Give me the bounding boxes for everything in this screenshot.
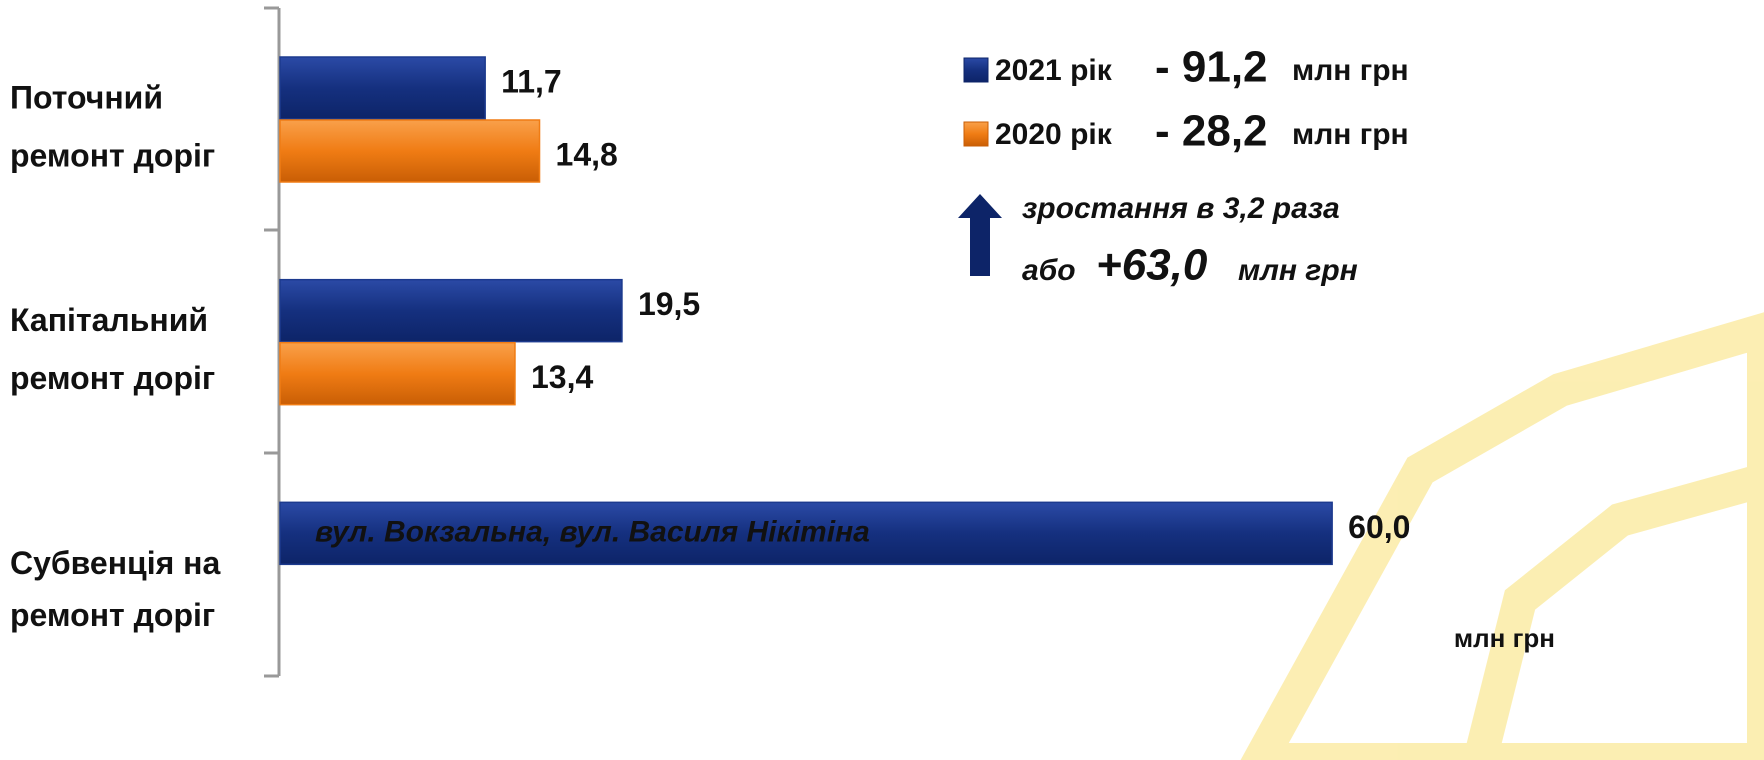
bar-annotation: вул. Вокзальна, вул. Василя Нікітіна <box>315 515 870 548</box>
bar <box>279 119 541 183</box>
category-label: ремонт доріг <box>10 137 215 173</box>
legend-unit: млн грн <box>1292 54 1409 87</box>
value-label: 19,5 <box>638 286 700 322</box>
legend-total: - 28,2 <box>1155 107 1268 156</box>
legend-label: 2020 рік <box>995 118 1113 151</box>
bar <box>279 278 623 343</box>
growth-arrow <box>958 194 1002 276</box>
watermark <box>1240 312 1764 760</box>
axis <box>264 6 281 678</box>
category-label: Поточний <box>10 79 163 115</box>
legend-swatch <box>963 121 989 147</box>
legend-total: - 91,2 <box>1155 43 1268 92</box>
growth-text: зростання в 3,2 раза <box>1022 192 1340 225</box>
value-label: 13,4 <box>531 359 593 395</box>
axis-unit: млн грн <box>1454 623 1555 653</box>
category-label: ремонт доріг <box>10 360 215 396</box>
bar <box>279 341 516 406</box>
growth-unit: млн грн <box>1238 254 1358 287</box>
category-label: Капітальний <box>10 302 208 338</box>
category-label: ремонт доріг <box>10 597 215 633</box>
legend-swatch <box>963 57 989 83</box>
value-label: 11,7 <box>501 63 562 99</box>
value-label: 60,0 <box>1348 509 1410 545</box>
growth-prefix: або <box>1022 254 1076 287</box>
legend-label: 2021 рік <box>995 54 1113 87</box>
growth-value: +63,0 <box>1096 241 1208 290</box>
value-label: 14,8 <box>556 136 618 172</box>
bar <box>279 501 1333 566</box>
bar <box>279 56 486 120</box>
category-label: Субвенція на <box>10 545 221 581</box>
legend-unit: млн грн <box>1292 118 1409 151</box>
